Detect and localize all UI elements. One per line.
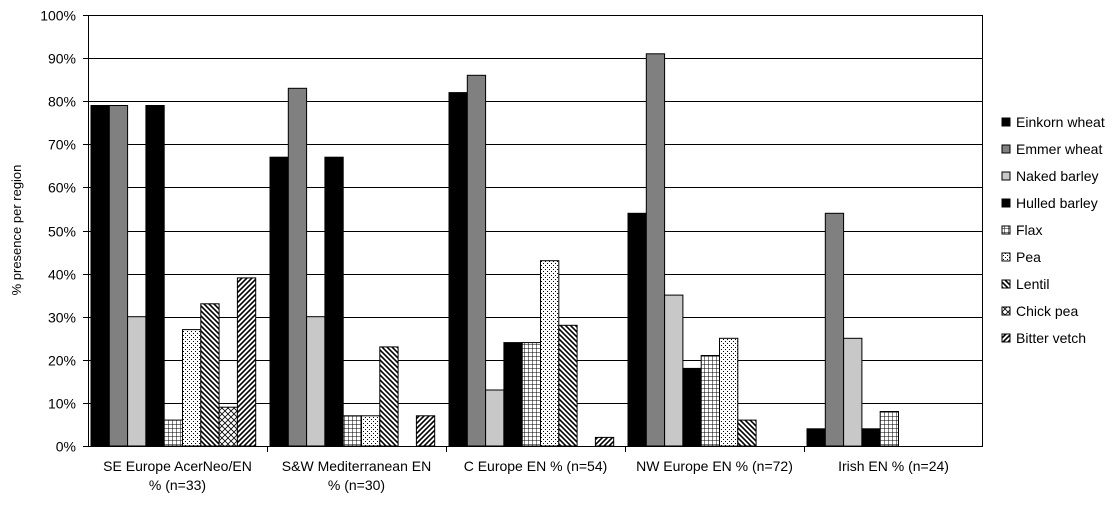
- bar-emmer-wheat: [824, 212, 845, 447]
- bar-einkorn-wheat: [448, 92, 468, 447]
- legend-label-naked-barley: Naked barley: [1016, 168, 1099, 184]
- legend-label-hulled-barley: Hulled barley: [1016, 195, 1098, 211]
- legend-swatch-lentil: [1001, 279, 1011, 289]
- bar-naked-barley: [127, 316, 147, 447]
- y-tick-label: 100%: [40, 8, 76, 24]
- y-tick-label: 10%: [48, 396, 76, 412]
- legend-label-einkorn-wheat: Einkorn wheat: [1016, 114, 1105, 130]
- y-tick-label: 80%: [48, 94, 76, 110]
- bar-emmer-wheat: [466, 74, 487, 447]
- bar-lentil: [379, 346, 399, 447]
- y-tick-label: 20%: [48, 353, 76, 369]
- bar-flax: [163, 419, 183, 447]
- x-category-label: Irish EN % (n=24): [838, 458, 949, 474]
- y-tick-label: 30%: [48, 310, 76, 326]
- bar-einkorn-wheat: [806, 428, 826, 447]
- bar-bitter-vetch: [415, 415, 436, 447]
- y-tick-label: 90%: [48, 51, 76, 67]
- bar-einkorn-wheat: [627, 212, 647, 447]
- y-tick-label: 70%: [48, 137, 76, 153]
- bar-pea: [361, 415, 381, 447]
- legend-label-chick-pea: Chick pea: [1016, 303, 1078, 319]
- bar-bitter-vetch: [594, 436, 615, 447]
- bar-lentil: [558, 324, 578, 447]
- bar-lentil: [200, 303, 220, 447]
- legend-label-lentil: Lentil: [1016, 276, 1049, 292]
- legend-swatch-einkorn-wheat: [1001, 117, 1011, 127]
- bar-einkorn-wheat: [269, 156, 289, 447]
- bar-hulled-barley: [861, 428, 881, 447]
- bar-bitter-vetch: [236, 277, 257, 447]
- bar-hulled-barley: [324, 156, 344, 447]
- legend-swatch-bitter-vetch: [1001, 333, 1011, 343]
- legend-swatch-flax: [1001, 225, 1011, 235]
- bar-chick-pea: [218, 406, 238, 447]
- bar-einkorn-wheat: [90, 105, 110, 447]
- bar-emmer-wheat: [108, 105, 129, 447]
- y-axis-title: % presence per region: [9, 165, 24, 296]
- legend-label-bitter-vetch: Bitter vetch: [1016, 330, 1086, 346]
- bar-hulled-barley: [145, 105, 165, 447]
- x-category-label: % (n=30): [328, 477, 385, 493]
- y-tick-label: 0%: [56, 439, 76, 455]
- bar-lentil: [737, 419, 757, 447]
- bar-naked-barley: [843, 337, 863, 447]
- y-tick-label: 50%: [48, 224, 76, 240]
- bars: [90, 53, 900, 447]
- bar-emmer-wheat: [287, 87, 308, 447]
- legend-swatch-emmer-wheat: [1001, 144, 1011, 154]
- legend-label-flax: Flax: [1016, 222, 1042, 238]
- x-category-label: C Europe EN % (n=54): [464, 458, 608, 474]
- x-category-labels: SE Europe AcerNeo/EN % (n=33) S&W Mediterr…: [103, 458, 949, 493]
- bar-pea: [719, 337, 739, 447]
- bar-naked-barley: [306, 316, 326, 447]
- legend: Einkorn wheat Emmer wheat Naked barley Hull…: [1001, 114, 1105, 346]
- y-tick-label: 40%: [48, 267, 76, 283]
- bar-flax: [879, 411, 900, 447]
- legend-swatch-pea: [1001, 252, 1011, 262]
- x-category-label: NW Europe EN % (n=72): [636, 458, 793, 474]
- legend-swatch-hulled-barley: [1001, 198, 1011, 208]
- x-category-label: S&W Mediterranean EN: [282, 458, 431, 474]
- legend-swatch-naked-barley: [1001, 171, 1011, 181]
- y-tick-labels: 0% 10% 20% 30% 40% 50% 60% 70% 80% 90% 100%: [40, 8, 76, 455]
- bar-naked-barley: [485, 389, 505, 447]
- axes: [83, 15, 983, 452]
- legend-label-emmer-wheat: Emmer wheat: [1016, 141, 1102, 157]
- bar-flax: [700, 355, 721, 447]
- bar-flax: [521, 342, 542, 447]
- x-category-label: SE Europe AcerNeo/EN: [103, 458, 252, 474]
- bar-pea: [540, 260, 560, 447]
- legend-swatch-chick-pea: [1001, 306, 1011, 316]
- legend-label-pea: Pea: [1016, 249, 1041, 265]
- bar-naked-barley: [664, 294, 684, 447]
- bar-emmer-wheat: [645, 53, 666, 447]
- bar-flax: [342, 415, 363, 447]
- bar-pea: [182, 329, 202, 447]
- x-category-label: % (n=33): [149, 477, 206, 493]
- y-tick-label: 60%: [48, 180, 76, 196]
- bar-hulled-barley: [503, 342, 523, 447]
- bar-hulled-barley: [682, 367, 702, 447]
